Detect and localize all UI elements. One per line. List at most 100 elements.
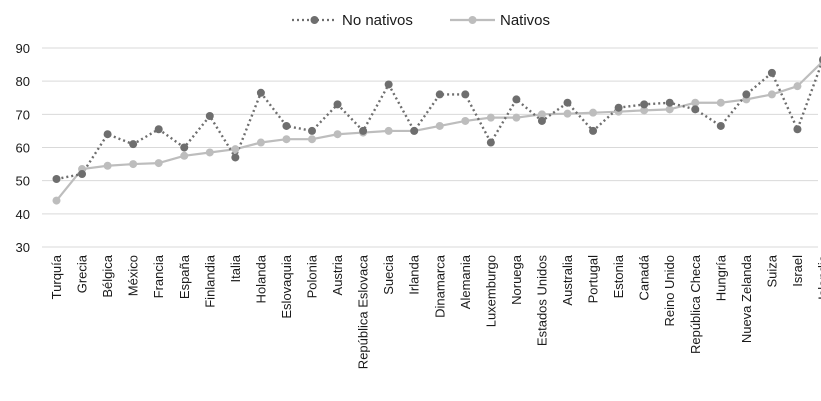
y-tick-label-60: 60 [16,141,30,156]
x-tick-label-irlanda: Irlanda [407,254,422,295]
point-nativos-suiza [767,90,776,99]
x-tick-label-finlandia: Finlandia [202,254,217,308]
point-nativos-turquia [52,196,61,205]
point-nativos-israel [793,82,802,91]
point-nativos-reino-unido [665,105,674,114]
point-no-nativos-espana [180,143,189,152]
x-tick-label-eslovaquia: Eslovaquia [279,254,294,318]
y-tick-label-80: 80 [16,74,30,89]
point-nativos-mexico [129,160,138,169]
y-tick-label-90: 90 [16,41,30,56]
point-no-nativos-dinamarca [435,90,444,99]
x-axis: Turquía Grecia Bélgica México Francia España F… [49,254,821,369]
x-tick-label-noruega: Noruega [509,254,524,305]
point-no-nativos-australia [563,98,572,107]
series-line-no-nativos [56,61,821,181]
point-no-nativos-republica-eslovaca [359,126,368,135]
point-no-nativos-irlanda [410,126,419,135]
y-tick-label-40: 40 [16,207,30,222]
point-nativos-luxemburgo [486,113,495,122]
legend-label-no-nativos: No nativos [342,12,413,29]
point-nativos-espana [180,151,189,160]
x-tick-label-estonia: Estonia [611,254,626,298]
point-nativos-canada [640,106,649,115]
point-no-nativos-suecia [384,80,393,89]
point-nativos-finlandia [205,148,214,157]
point-nativos-eslovaquia [282,135,291,144]
point-no-nativos-reino-unido [665,98,674,107]
point-nativos-suecia [384,126,393,135]
x-tick-label-estados-unidos: Estados Unidos [534,255,549,347]
x-tick-label-luxemburgo: Luxemburgo [483,255,498,327]
point-no-nativos-canada [640,100,649,109]
point-no-nativos-alemania [461,90,470,99]
point-nativos-australia [563,109,572,118]
x-tick-label-turquia: Turquía [49,254,64,299]
x-tick-label-espana: España [177,254,192,299]
y-tick-label-30: 30 [16,240,30,255]
x-tick-label-alemania: Alemania [458,254,473,309]
y-tick-label-50: 50 [16,174,30,189]
x-tick-label-islandia: Islandia [816,254,821,300]
point-no-nativos-republica-checa [691,105,700,114]
point-no-nativos-francia [154,125,163,134]
point-no-nativos-suiza [767,68,776,77]
y-tick-label-70: 70 [16,107,30,122]
point-no-nativos-noruega [512,95,521,104]
point-nativos-belgica [103,161,112,170]
x-tick-label-canada: Canadá [637,254,652,300]
point-no-nativos-austria [333,100,342,109]
x-tick-label-holanda: Holanda [253,254,268,303]
point-nativos-dinamarca [435,121,444,130]
point-no-nativos-estonia [614,103,623,112]
point-nativos-estados-unidos [537,110,546,119]
point-nativos-polonia [308,135,316,144]
point-nativos-republica-checa [691,98,700,107]
x-tick-label-mexico: México [126,255,141,296]
point-no-nativos-nueva-zelanda [742,90,751,99]
x-tick-label-belgica: Bélgica [100,254,115,297]
point-nativos-hungria [716,98,725,107]
x-tick-label-francia: Francia [151,254,166,298]
legend-marker-nativos [468,16,477,24]
point-nativos-holanda [256,138,265,147]
x-tick-label-austria: Austria [330,254,345,295]
point-nativos-noruega [512,113,521,122]
point-no-nativos-holanda [256,88,265,97]
gridlines [42,47,818,248]
legend-marker-no-nativos [310,16,319,24]
x-tick-label-suiza: Suiza [764,254,779,287]
point-nativos-alemania [461,116,470,125]
point-nativos-portugal [589,108,598,117]
legend: No nativos Nativos [292,12,550,29]
x-tick-label-australia: Australia [560,254,575,305]
point-no-nativos-israel [793,125,802,134]
legend-label-nativos: Nativos [500,12,550,29]
point-no-nativos-turquia [52,175,61,184]
x-tick-label-dinamarca: Dinamarca [432,254,447,318]
x-tick-label-italia: Italia [228,254,243,282]
point-no-nativos-eslovaquia [282,121,291,130]
point-no-nativos-luxemburgo [486,138,495,147]
point-no-nativos-portugal [589,126,598,135]
x-tick-label-nueva-zelanda: Nueva Zelanda [739,254,754,343]
point-nativos-francia [154,159,163,168]
x-tick-label-polonia: Polonia [305,254,320,298]
point-no-nativos-estados-unidos [537,116,546,125]
x-tick-label-hungria: Hungría [713,254,728,301]
x-tick-label-republica-checa: República Checa [688,254,703,354]
series-layer [52,56,821,205]
x-tick-label-israel: Israel [790,255,805,287]
point-no-nativos-mexico [129,140,138,149]
point-nativos-italia [231,145,240,154]
point-no-nativos-grecia [78,170,87,179]
point-no-nativos-finlandia [205,111,214,120]
point-no-nativos-italia [231,153,240,162]
x-tick-label-reino-unido: Reino Unido [662,255,677,327]
y-axis: 30 40 50 60 70 80 90 [16,41,30,255]
x-tick-label-grecia: Grecia [75,254,90,293]
x-tick-label-portugal: Portugal [586,255,601,304]
point-no-nativos-belgica [103,130,112,139]
x-tick-label-republica-eslovaca: República Eslovaca [356,254,371,369]
